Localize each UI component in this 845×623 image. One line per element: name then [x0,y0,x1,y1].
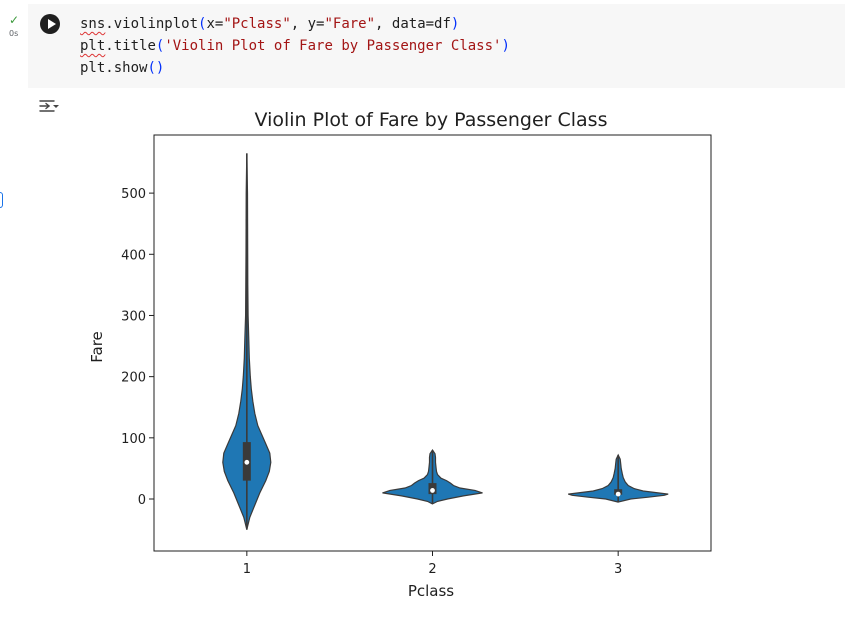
code-token: .title [105,38,156,54]
x-tick-label: 2 [428,562,436,577]
execution-time: 0s [9,29,19,38]
code-token: x= [206,16,224,32]
code-token: ) [450,16,460,32]
code-token: 'Violin Plot of Fare by Passenger Class' [164,38,502,54]
violin-series [222,153,669,530]
code-token: "Fare" [324,16,376,32]
code-line: plt.title('Violin Plot of Fare by Passen… [80,35,510,57]
x-tick-label: 3 [614,562,622,577]
y-tick-label: 400 [121,248,146,263]
violin-median-2 [430,488,435,493]
y-tick-label: 100 [121,432,146,447]
code-token: ( [155,38,165,54]
code-token: .violinplot [105,16,199,32]
x-tick-label: 1 [243,562,251,577]
code-token: ) [501,38,510,54]
axes: 0 100 200 300 400 500 1 2 3 [121,134,712,577]
code-cell[interactable] [28,4,845,88]
y-axis-label: Fare [88,331,106,363]
x-axis-label: Pclass [408,582,454,600]
cell-gutter: ✓ 0s [0,0,28,623]
code-token: plt.show [80,60,148,76]
code-token: , data=df [375,16,451,32]
violin-median-1 [244,459,250,465]
code-editor[interactable]: sns.violinplot(x="Pclass", y="Fare", dat… [80,13,510,79]
y-tick-label: 500 [121,187,146,202]
violin-median-3 [615,491,621,497]
code-line: plt.show() [80,57,510,79]
violin-plot: Violin Plot of Fare by Passenger Class F… [88,109,712,600]
code-token: plt [80,38,106,54]
code-token: "Pclass" [223,16,291,32]
code-line: sns.violinplot(x="Pclass", y="Fare", dat… [80,13,510,35]
code-token: sns [80,16,106,32]
code-token: () [147,60,165,76]
output-toggle-icon[interactable] [38,96,62,116]
chart-title: Violin Plot of Fare by Passenger Class [255,109,608,131]
y-tick-label: 300 [121,309,146,324]
y-tick-label: 200 [121,371,146,386]
check-icon: ✓ [9,13,20,27]
code-token: , y= [290,16,325,32]
code-token: ( [198,16,207,32]
run-cell-button[interactable] [40,14,60,34]
y-tick-label: 0 [138,493,146,508]
cell-focus-indicator [0,192,3,208]
